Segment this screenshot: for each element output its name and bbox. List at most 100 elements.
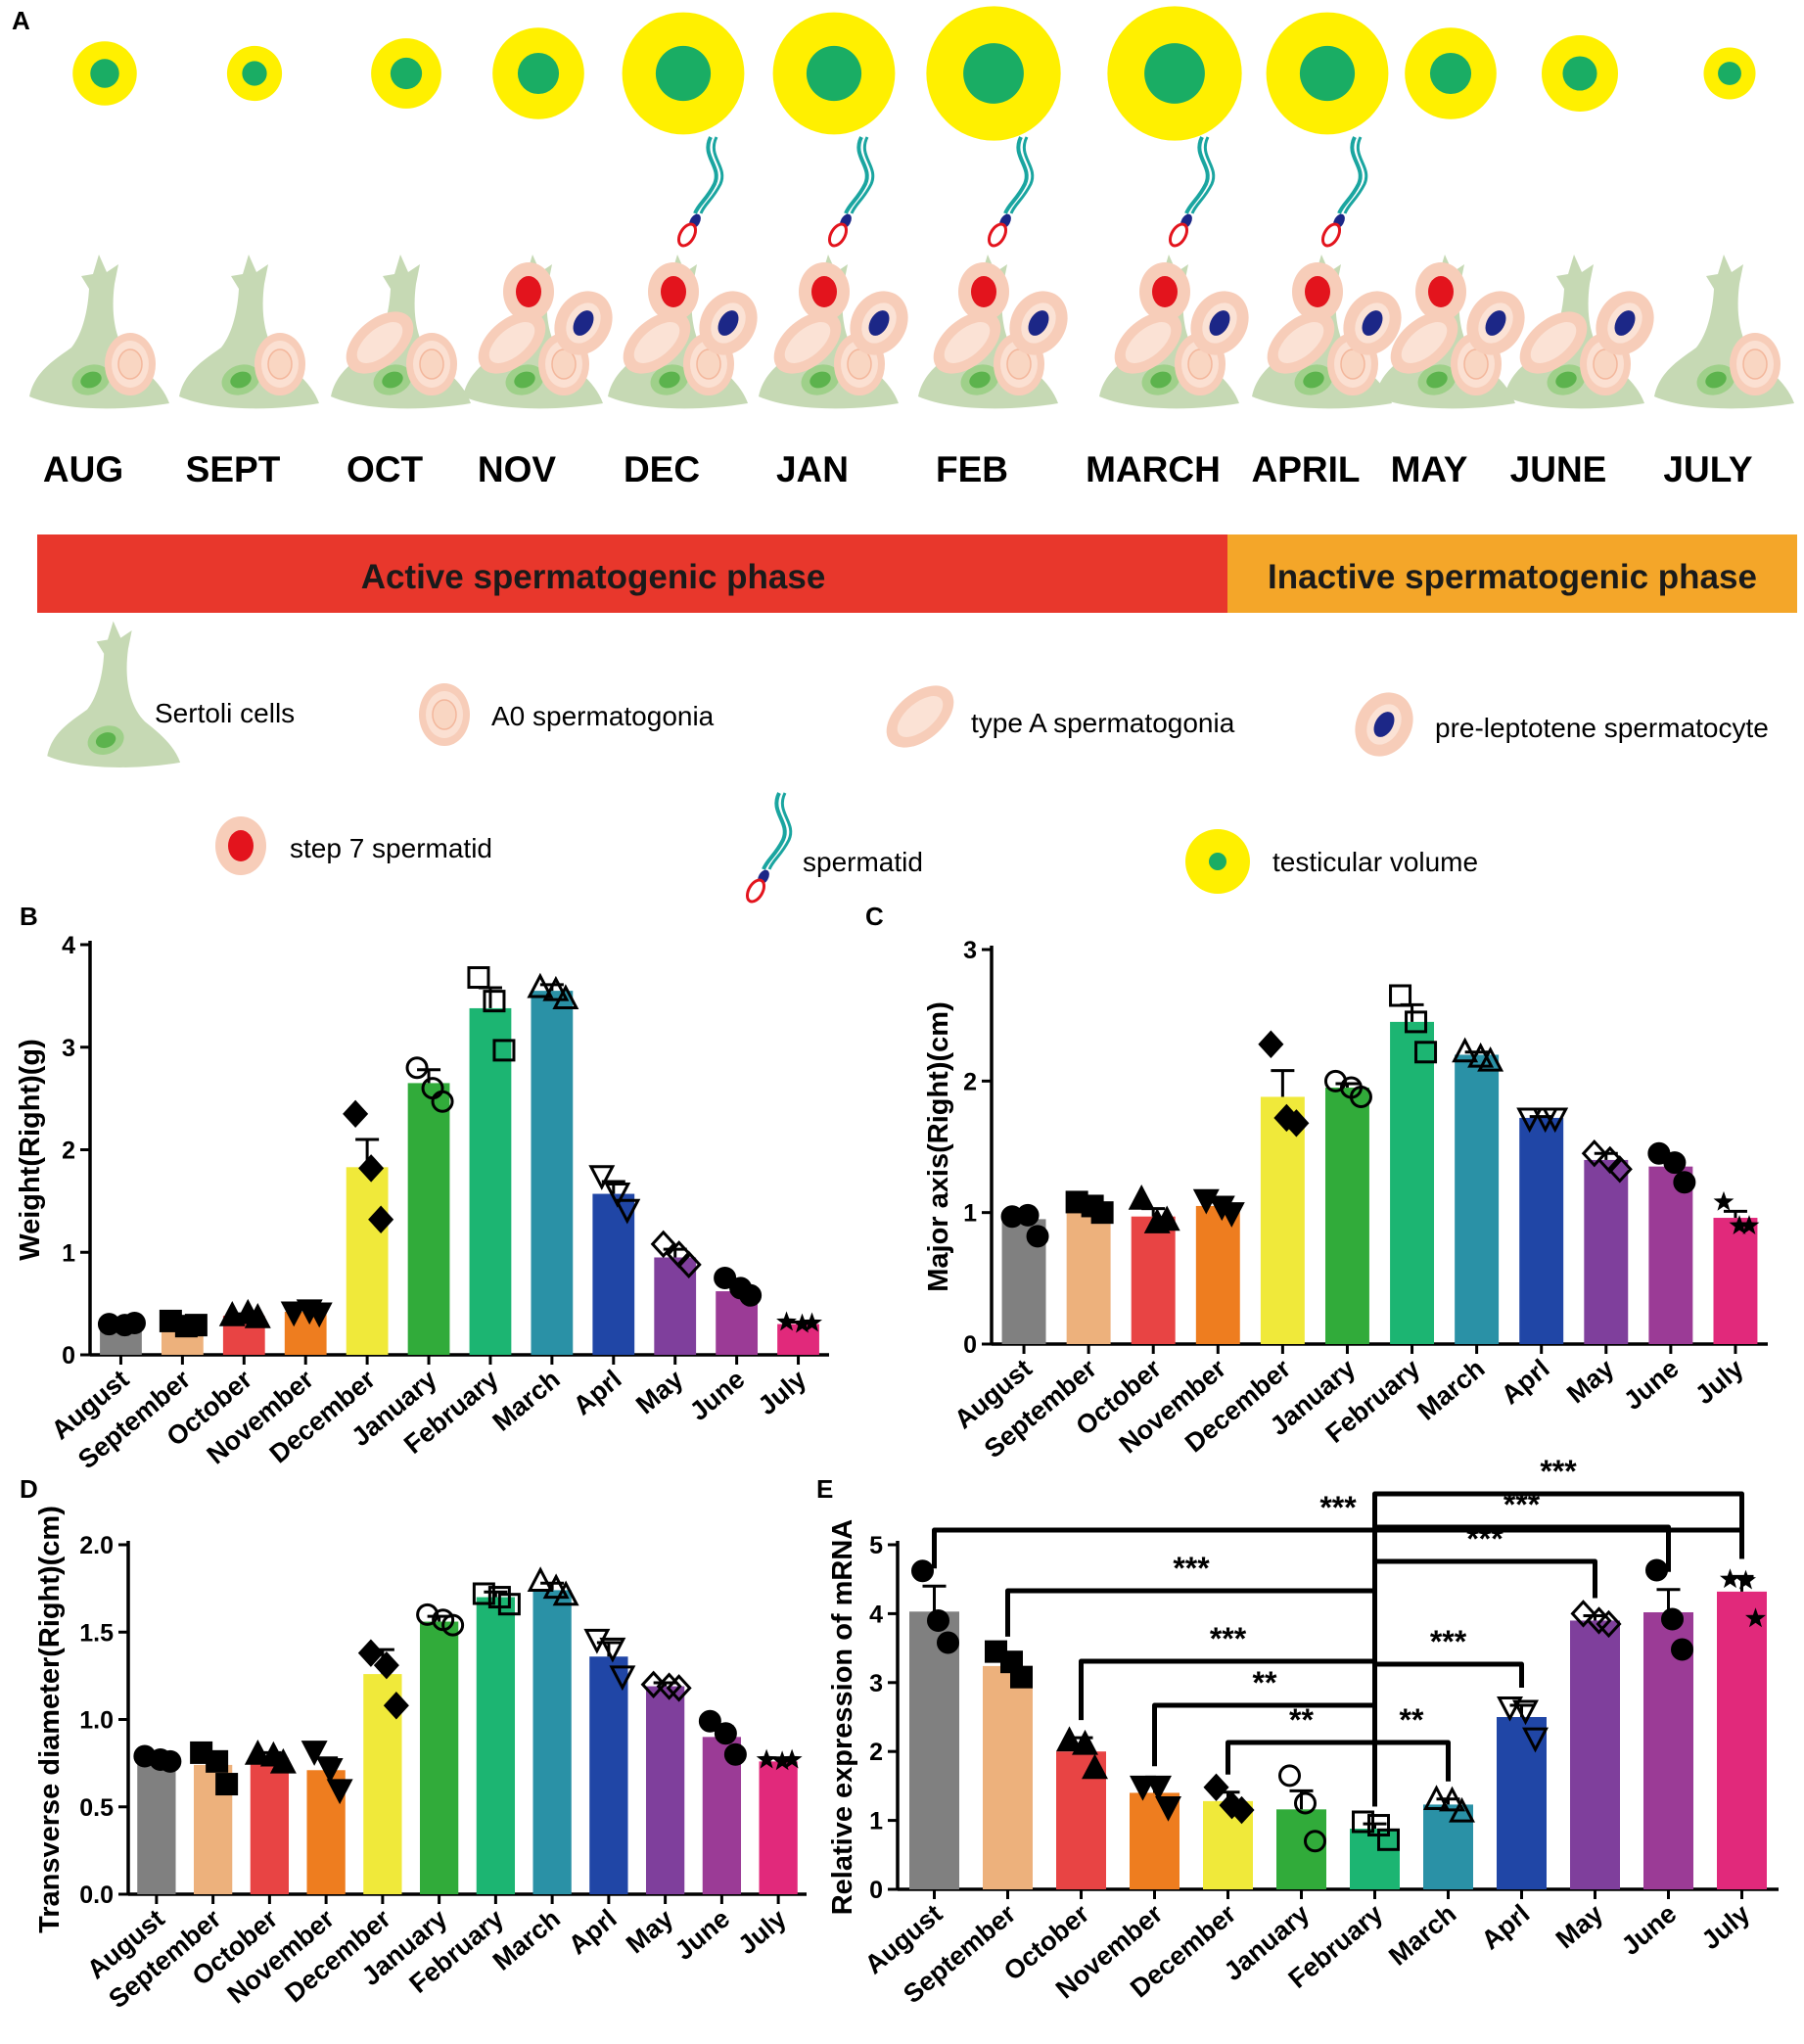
x-tick-label-march: March [487,1365,566,1437]
data-point-august [927,1608,949,1632]
month-label-jan: JAN [776,449,849,489]
x-tick-label-june: June [1618,1354,1685,1416]
y-tick-label: 0.0 [79,1881,114,1909]
x-tick-label-march: March [1411,1354,1490,1426]
data-point-aprl [599,1637,626,1663]
bar-october [1131,1216,1176,1344]
cell-stage-feb [918,135,1080,409]
x-tick-label-may: May [1550,1899,1609,1955]
cell-stage-jan [759,135,920,409]
y-tick-label: 3 [963,937,977,964]
data-point-october [244,1303,271,1328]
data-point-february [467,966,490,990]
y-tick-label: 1 [963,1200,977,1228]
data-point-october [1153,1205,1180,1231]
data-point-july [1729,1215,1750,1234]
bar-march [531,991,574,1355]
spermatid-icon [823,135,875,251]
cell-stage-march [1099,135,1261,409]
bar-december [346,1167,389,1355]
bar-march [532,1590,572,1894]
data-point-august [122,1312,146,1335]
data-point-aprl [583,1628,611,1654]
data-point-aprl [1497,1696,1523,1722]
y-tick-label: 3 [869,1670,883,1697]
data-point-january [405,1056,429,1080]
panel-label-c: C [865,902,884,931]
data-point-october [1128,1185,1155,1210]
data-point-july [1713,1190,1735,1211]
data-point-july [771,1750,793,1771]
data-point-november [1155,1796,1181,1822]
step7-spermatid-icon [1292,262,1343,321]
data-point-november [326,1779,353,1805]
data-point-september [1010,1665,1033,1689]
y-tick-label: 0 [963,1331,977,1359]
bar-march [1423,1804,1473,1889]
panel-a: A AUG SEPT OCT NOV DEC JAN FEB MARCH APRIL MAY JUN… [12,6,1797,906]
bar-september [1066,1212,1111,1344]
legend-testis-icon [1185,829,1250,894]
legend-step7-icon [215,816,266,875]
testis-oct [371,38,441,109]
bar-august [909,1611,959,1889]
data-point-may [666,1674,692,1702]
bar-may [654,1257,697,1355]
data-point-aprl [1522,1727,1549,1753]
data-point-december [1258,1030,1284,1058]
bar-july [1713,1218,1758,1344]
spermatid-icon [1317,135,1368,251]
data-point-january [1304,1830,1326,1853]
data-point-february [497,1593,521,1616]
month-labels-row: AUG SEPT OCT NOV DEC JAN FEB MARCH APRIL MAY JUNE J… [43,449,1753,489]
legend: Sertoli cells A0 spermatogonia type A sp… [47,621,1769,906]
data-point-january [431,1090,454,1113]
data-point-aprl [609,1665,636,1692]
month-label-nov: NOV [478,449,557,489]
data-point-aprl [588,1165,616,1190]
y-tick-label: 4 [869,1601,883,1628]
legend-testis-label: testicular volume [1272,847,1478,877]
data-point-may [640,1670,667,1699]
data-point-november [1218,1202,1245,1228]
legend-typeA-label: type A spermatogonia [971,708,1235,738]
data-point-june [698,1709,721,1733]
bar-aprl [1519,1117,1564,1344]
y-tick-label: 1.5 [79,1619,114,1647]
month-label-june: JUNE [1510,449,1607,489]
x-tick-label-july: July [1696,1899,1756,1956]
data-point-july [802,1312,822,1332]
active-phase-label: Active spermatogenic phase [361,558,826,596]
active-phase-bar [37,534,1227,613]
panel-label-e: E [816,1474,833,1504]
data-point-november [1145,1775,1172,1801]
data-point-march [527,1566,554,1592]
legend-pre-leptotene-icon [1343,681,1425,767]
cell-stage-july [1654,255,1794,409]
data-point-june [739,1283,763,1307]
data-point-november [305,1302,333,1328]
data-point-july [756,1748,777,1769]
spermatid-icon [983,135,1035,251]
testis-july [1703,47,1756,100]
significance-label: *** [1503,1487,1541,1522]
month-label-feb: FEB [936,449,1008,489]
chart-d-transverse-diameter: 0.0 0.5 1.0 1.5 2.0 Transverse diameter(Right… [34,1506,807,2014]
data-point-january [1294,1791,1317,1815]
significance-label: *** [1466,1521,1503,1556]
legend-a0-label: A0 spermatogonia [491,701,715,731]
x-tick-label-march: March [1383,1899,1461,1972]
data-point-december [1228,1795,1255,1825]
y-axis-label: Weight(Right)(g) [15,1039,46,1261]
a0-spermatogonia-icon [104,332,157,396]
testis-may [1405,27,1497,119]
step7-spermatid-icon [1139,262,1190,321]
cell-stage-oct [331,255,471,409]
legend-sertoli-icon [47,621,181,767]
panel-label-a: A [12,6,30,35]
testis-dec [622,12,745,135]
data-point-march [1477,1045,1504,1072]
